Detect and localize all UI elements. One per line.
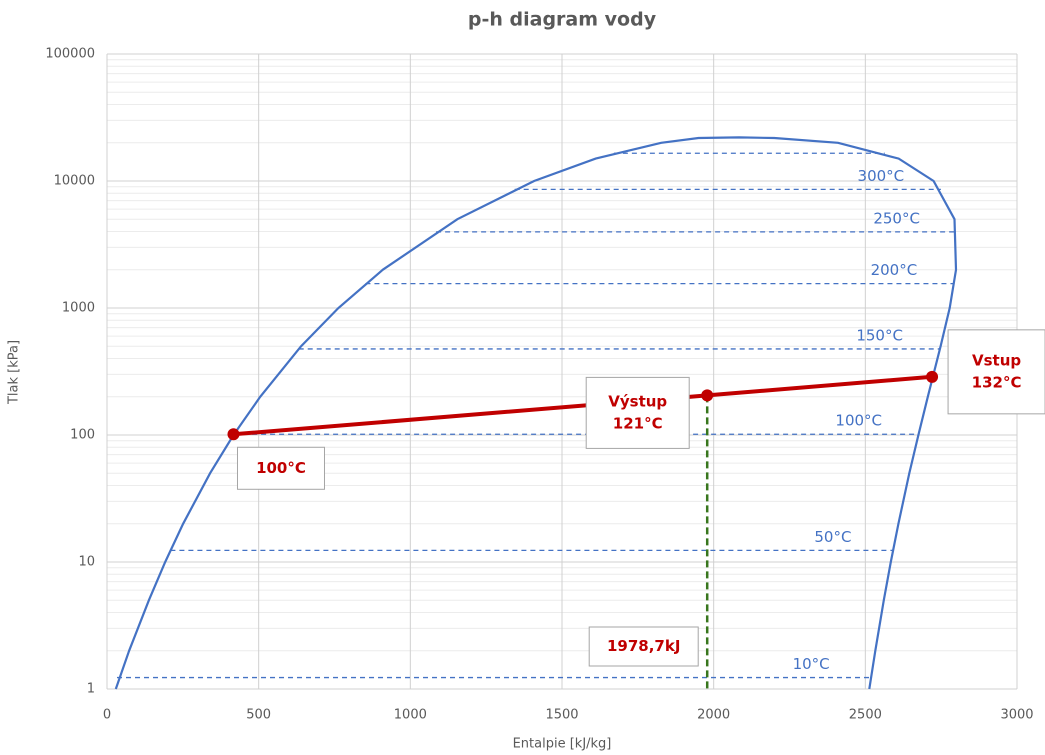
- isotherm-label: 50°C: [814, 528, 851, 546]
- point-label-box: [947, 329, 1045, 415]
- saturation-curve: [114, 136, 958, 690]
- point-label: 132°C: [972, 373, 1022, 391]
- y-tick-label: 10: [78, 555, 95, 570]
- y-tick-label: 100000: [45, 47, 95, 62]
- y-tick-label: 1000: [62, 301, 95, 316]
- point-label: Vstup: [972, 351, 1021, 369]
- y-tick-label: 100: [70, 428, 95, 443]
- marker-label-box: [588, 626, 699, 667]
- x-tick-label: 2000: [697, 708, 730, 723]
- process-point: [227, 428, 240, 441]
- point-label-box: [236, 446, 325, 490]
- x-tick-label: 500: [246, 708, 271, 723]
- marker-label: 1978,7kJ: [607, 637, 680, 655]
- isotherm-label: 200°C: [871, 261, 918, 279]
- x-tick-label: 1500: [545, 708, 578, 723]
- y-tick-label: 10000: [54, 174, 95, 189]
- y-axis-title: Tlak [kPa]: [7, 340, 22, 405]
- isotherm-label: 300°C: [858, 167, 905, 185]
- y-tick-label: 1: [87, 682, 95, 697]
- x-axis-title: Entalpie [kJ/kg]: [513, 737, 612, 752]
- point-label: Výstup: [608, 392, 667, 410]
- x-tick-label: 0: [103, 708, 111, 723]
- process-line: [233, 374, 933, 437]
- point-label: 100°C: [256, 459, 306, 477]
- isotherm-label: 150°C: [856, 326, 903, 344]
- x-tick-label: 1000: [394, 708, 427, 723]
- x-tick-label: 3000: [1000, 708, 1033, 723]
- process-point: [926, 370, 939, 383]
- process-point: [701, 389, 714, 402]
- x-tick-label: 2500: [849, 708, 882, 723]
- isotherm-label: 250°C: [873, 209, 920, 227]
- isotherm-label: 10°C: [793, 655, 830, 673]
- chart-title: p-h diagram vody: [468, 9, 657, 31]
- point-label: 121°C: [613, 414, 663, 432]
- point-label-box: [585, 376, 690, 449]
- isotherm-label: 100°C: [835, 412, 882, 430]
